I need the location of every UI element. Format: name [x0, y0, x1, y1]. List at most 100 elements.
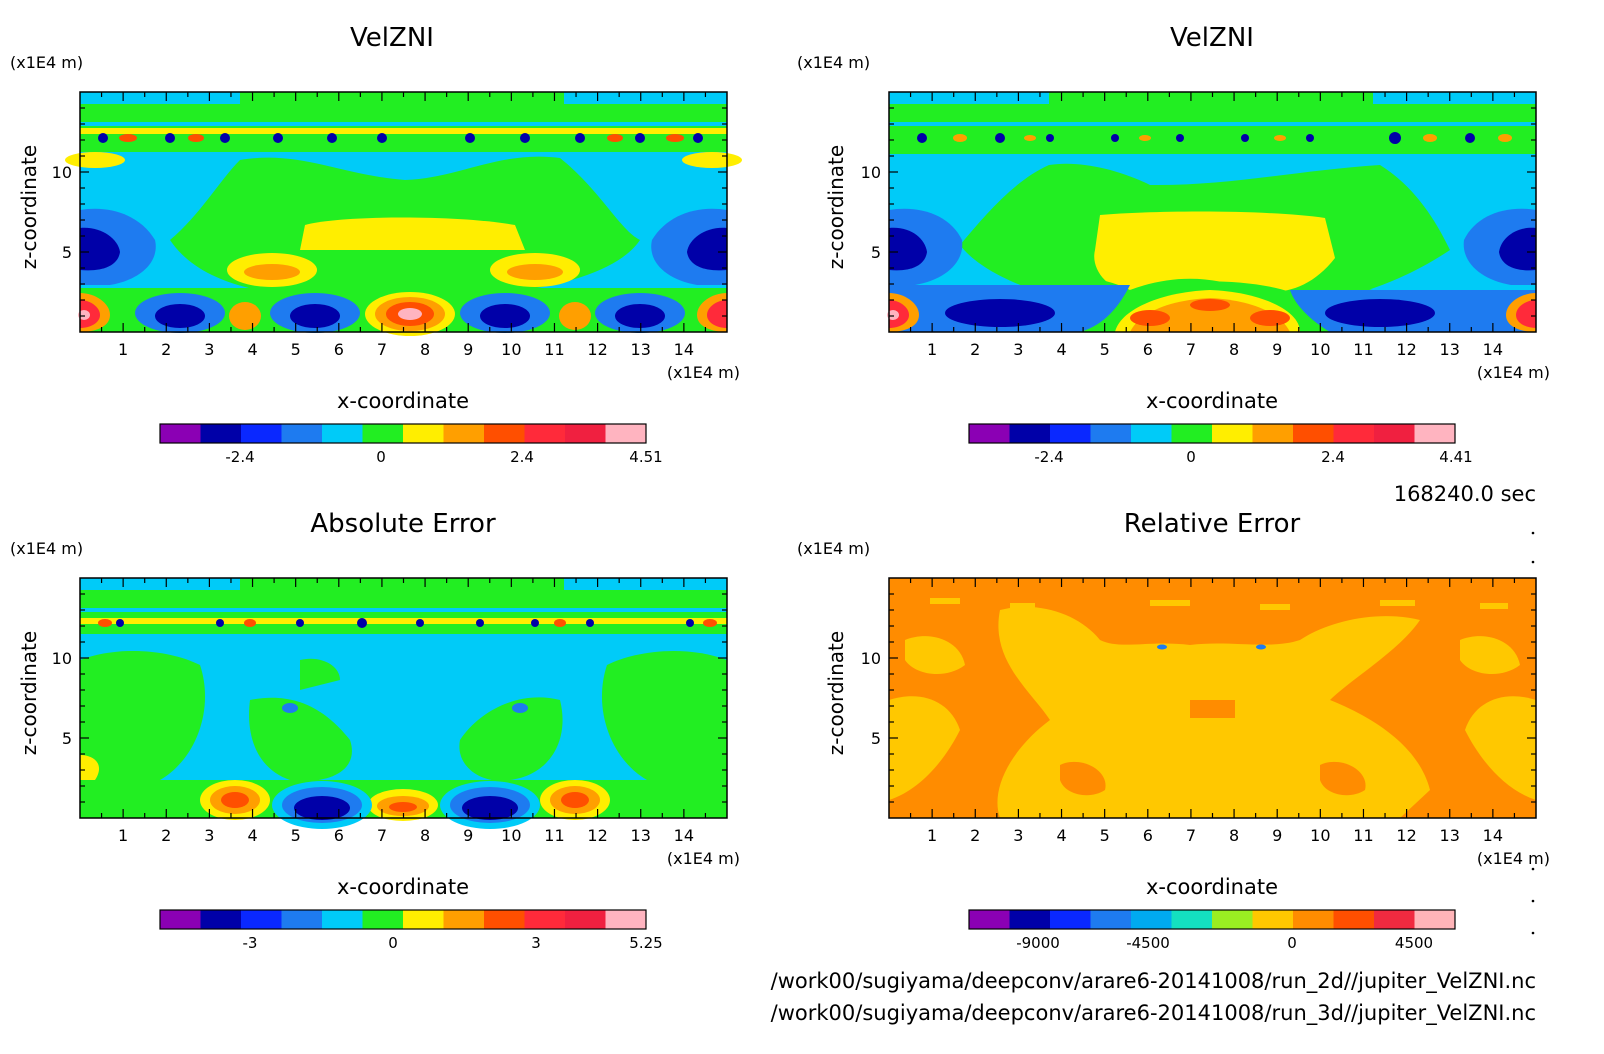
colorbar-segment [200, 424, 242, 443]
x-tick-label: 13 [631, 340, 651, 359]
colorbar-label: 4500 [1395, 934, 1433, 952]
colorbar-segment [969, 910, 1010, 929]
colorbar-label: 4.51 [629, 448, 662, 466]
colorbar-label: 0 [388, 934, 398, 952]
x-tick-label: 11 [544, 826, 564, 845]
colorbar-segment [362, 910, 404, 929]
panel-absolute-error: Absolute Error (x1E4 m) z-coordinate [10, 509, 740, 952]
x-axis-label: x-coordinate [337, 389, 469, 413]
y-axis-label: z-coordinate [17, 145, 41, 269]
colorbar-segment [484, 424, 525, 443]
colorbar-segment [1131, 424, 1172, 443]
colorbar-segment [1009, 910, 1051, 929]
x-unit-label: (x1E4 m) [667, 849, 740, 868]
colorbar-segment [1050, 910, 1091, 929]
x-tick-label: 6 [334, 826, 344, 845]
heatmap-field [80, 578, 727, 829]
x-tick-label: 7 [377, 826, 387, 845]
x-tick-label: 3 [204, 826, 214, 845]
x-unit-label: (x1E4 m) [1477, 849, 1550, 868]
colorbar-segment [1212, 910, 1253, 929]
x-tick-label: 3 [1013, 340, 1023, 359]
x-tick-label: 14 [674, 340, 694, 359]
colorbar-segment [160, 424, 201, 443]
x-tick-label: 11 [1353, 340, 1373, 359]
colorbar-segment [281, 910, 323, 929]
x-axis-label: x-coordinate [1146, 875, 1278, 899]
y-tick-label: 10 [861, 163, 881, 182]
x-tick-label: 9 [1272, 340, 1282, 359]
colorbar-segment [1131, 910, 1172, 929]
colorbar-segment [1171, 910, 1213, 929]
y-tick-label: 5 [871, 729, 881, 748]
y-unit-label: (x1E4 m) [797, 53, 870, 72]
x-unit-label: (x1E4 m) [667, 363, 740, 382]
x-tick-label: 10 [1310, 340, 1330, 359]
x-axis-label: x-coordinate [1146, 389, 1278, 413]
x-tick-label: 2 [161, 340, 171, 359]
colorbar-segment [524, 910, 566, 929]
colorbar-segment [241, 910, 282, 929]
x-tick-label: 13 [1440, 340, 1460, 359]
colorbar-segment [362, 424, 404, 443]
colorbar-segment [1009, 424, 1051, 443]
x-tick-label: 14 [1483, 340, 1503, 359]
colorbar-segment [241, 424, 282, 443]
y-tick-label: 10 [52, 649, 72, 668]
x-unit-label: (x1E4 m) [1477, 363, 1550, 382]
panel-title: Absolute Error [310, 509, 496, 539]
x-tick-label: 9 [1272, 826, 1282, 845]
x-tick-label: 3 [204, 340, 214, 359]
colorbar-segment [969, 424, 1010, 443]
x-tick-label: 9 [463, 340, 473, 359]
x-tick-label: 2 [970, 826, 980, 845]
y-axis-label: z-coordinate [17, 631, 41, 755]
y-tick-label: 5 [62, 243, 72, 262]
colorbar-labels: -2.4 0 2.4 4.41 [1034, 448, 1472, 466]
x-tick-label: 8 [1229, 340, 1239, 359]
colorbar-label: -2.4 [225, 448, 254, 466]
colorbar-segment [281, 424, 323, 443]
file-path-2d: /work00/sugiyama/deepconv/arare6-2014100… [771, 969, 1536, 994]
colorbar-segment [1414, 424, 1456, 443]
x-tick-label: 10 [501, 826, 521, 845]
x-tick-label: 14 [1483, 826, 1503, 845]
x-tick-label: 4 [1056, 340, 1066, 359]
colorbar-segment [322, 424, 363, 443]
colorbar-segment [200, 910, 242, 929]
x-tick-label: 11 [544, 340, 564, 359]
colorbar-segment [484, 910, 525, 929]
y-unit-label: (x1E4 m) [10, 539, 83, 558]
colorbar-segment [1050, 424, 1091, 443]
colorbar-segment [1090, 910, 1132, 929]
dot-markers [1531, 531, 1535, 935]
colorbar-label: 0 [376, 448, 386, 466]
colorbar-segment [524, 424, 566, 443]
colorbar-frame [159, 423, 647, 444]
x-tick-label: 5 [291, 340, 301, 359]
x-tick-label: 11 [1353, 826, 1373, 845]
colorbar [159, 909, 647, 930]
x-tick-label: 1 [927, 340, 937, 359]
panel-title: VelZNI [350, 23, 434, 53]
colorbar-label: -9000 [1016, 934, 1060, 952]
y-tick-label: 10 [52, 163, 72, 182]
x-tick-label: 4 [247, 340, 257, 359]
y-unit-label: (x1E4 m) [797, 539, 870, 558]
y-tick-label: 5 [871, 243, 881, 262]
colorbar-segment [1212, 424, 1253, 443]
colorbar-segment [443, 424, 485, 443]
colorbar-segment [605, 910, 647, 929]
x-tick-label: 6 [334, 340, 344, 359]
colorbar-label: 2.4 [1321, 448, 1345, 466]
colorbar-label: 4.41 [1439, 448, 1472, 466]
colorbar-segment [565, 424, 606, 443]
x-tick-label: 5 [1100, 340, 1110, 359]
colorbar-segment [1252, 910, 1294, 929]
colorbar [968, 909, 1456, 930]
colorbar-labels: -2.4 0 2.4 4.51 [225, 448, 662, 466]
colorbar-segment [403, 424, 444, 443]
x-axis-label: x-coordinate [337, 875, 469, 899]
